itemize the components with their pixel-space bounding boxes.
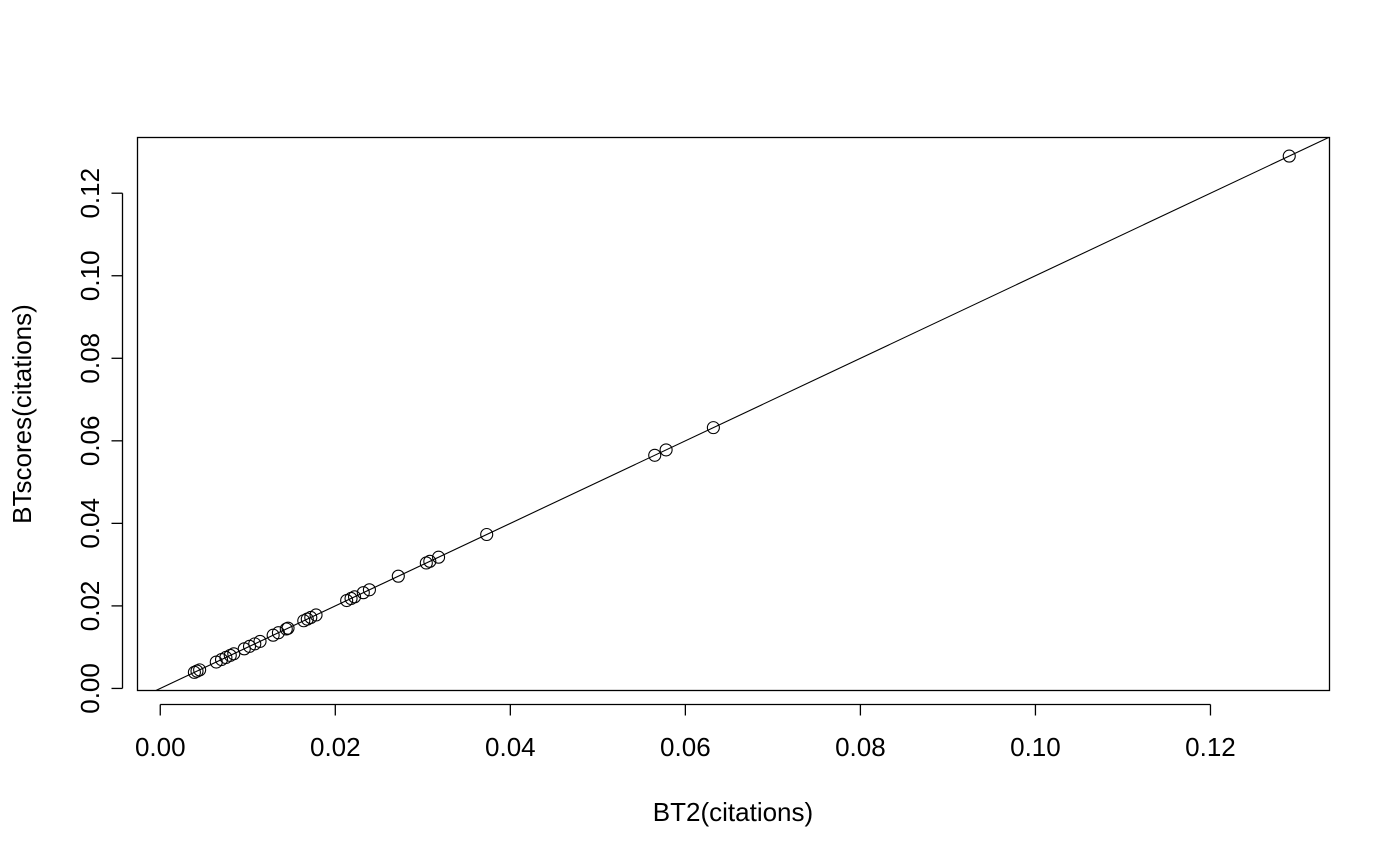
data-point: [279, 622, 293, 636]
reference-line: [155, 137, 1329, 691]
data-point: [706, 421, 720, 435]
data-point: [432, 550, 446, 564]
data-point: [648, 448, 662, 462]
plot-frame: [136, 136, 1331, 692]
x-axis-title: BT2(citations): [653, 797, 813, 827]
y-tick-label: 0.08: [75, 333, 105, 384]
y-axis: 0.00 0.02 0.04 0.06 0.08 0.10 0.12: [75, 168, 124, 714]
x-tick-label: 0.12: [1185, 732, 1236, 762]
reference-line-layer: [155, 137, 1329, 691]
data-point: [347, 590, 362, 604]
data-point: [193, 663, 207, 677]
data-point: [1282, 149, 1296, 163]
x-tick-label: 0.10: [1010, 732, 1061, 762]
data-point: [253, 634, 267, 648]
x-tick-label: 0.06: [660, 732, 711, 762]
y-tick-label: 0.02: [75, 581, 105, 632]
data-points: [187, 149, 1296, 679]
data-point: [659, 443, 673, 457]
x-tick-label: 0.02: [310, 732, 361, 762]
data-point: [362, 583, 376, 597]
data-point: [480, 527, 494, 542]
data-point: [227, 647, 241, 661]
data-point: [391, 569, 405, 583]
data-point: [423, 554, 437, 568]
y-tick-label: 0.04: [75, 498, 105, 549]
data-point: [356, 586, 370, 600]
data-point: [309, 608, 323, 622]
x-tick-label: 0.08: [835, 732, 886, 762]
y-axis-title: BTscores(citations): [7, 304, 37, 524]
data-point: [281, 621, 295, 635]
y-tick-label: 0.00: [75, 663, 105, 714]
y-tick-label: 0.10: [75, 250, 105, 301]
x-axis: 0.00 0.02 0.04 0.06 0.08 0.10 0.12: [135, 703, 1236, 762]
data-point: [190, 664, 204, 678]
x-tick-label: 0.04: [485, 732, 536, 762]
x-tick-label: 0.00: [135, 732, 186, 762]
y-tick-label: 0.12: [75, 168, 105, 219]
y-tick-label: 0.06: [75, 416, 105, 467]
